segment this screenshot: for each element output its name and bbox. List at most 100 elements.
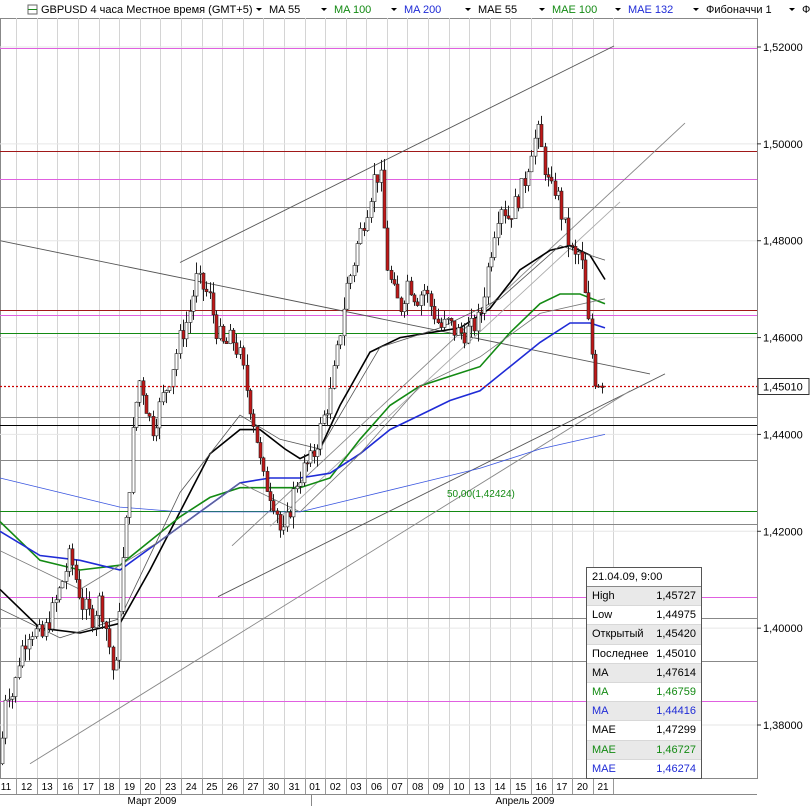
candle-up: [322, 414, 327, 424]
moving-average-mae-100: [0, 298, 606, 590]
x-tick-label: 16: [62, 782, 74, 793]
candle-down: [144, 394, 149, 414]
candle-down: [147, 413, 152, 417]
x-tick-label: 09: [433, 782, 445, 793]
candle-up: [533, 137, 538, 157]
candle-up: [131, 427, 136, 493]
trend-line: [29, 390, 631, 765]
candle-up: [469, 318, 474, 327]
indicator-label[interactable]: MAE 100: [552, 4, 597, 16]
candle-up: [188, 311, 193, 323]
candle-up: [137, 380, 142, 403]
x-tick-label: 13: [42, 782, 54, 793]
x-tick-label: 21: [597, 782, 609, 793]
indicator-label[interactable]: Фибона: [802, 4, 810, 16]
candle-up: [352, 265, 357, 277]
infobox-row-value: 1,47614: [656, 666, 696, 679]
candle-down: [265, 471, 270, 492]
candle-down: [74, 564, 79, 580]
candle-up: [492, 237, 497, 258]
candle-up: [97, 595, 102, 616]
triangle-down-icon[interactable]: [539, 8, 545, 11]
candle-up: [526, 171, 531, 186]
triangle-down-icon[interactable]: [693, 8, 699, 11]
x-tick-label: 18: [103, 782, 115, 793]
infobox-row-value: 1,46759: [656, 685, 696, 698]
candle-down: [385, 227, 390, 271]
candle-down: [415, 301, 420, 306]
infobox-row: Последнее 1,45010: [587, 645, 701, 664]
candle-up: [563, 217, 568, 220]
triangle-down-icon[interactable]: [256, 8, 262, 11]
indicator-label[interactable]: MA 200: [404, 4, 441, 16]
candle-up: [576, 251, 581, 255]
candle-down: [543, 146, 548, 175]
indicator-label[interactable]: MAE 132: [628, 4, 673, 16]
candle-up: [171, 369, 176, 388]
candle-down: [204, 288, 209, 293]
infobox-timestamp: 21.04.09, 9:00: [587, 568, 701, 587]
indicator-label[interactable]: MA 100: [334, 4, 371, 16]
candle-down: [412, 294, 417, 303]
infobox-row-label: MA: [592, 685, 609, 698]
triangle-down-icon[interactable]: [789, 8, 795, 11]
moving-average-ma-100: [0, 293, 606, 571]
candle-up: [17, 665, 22, 678]
candle-up: [0, 737, 5, 765]
candle-up: [54, 599, 59, 604]
candle-down: [47, 622, 52, 630]
candle-down: [258, 442, 263, 459]
candle-up: [167, 386, 172, 391]
candle-up: [456, 327, 461, 336]
infobox-row-value: 1,46274: [656, 762, 696, 775]
candle-down: [516, 196, 521, 209]
candle-down: [559, 190, 564, 220]
indicator-label[interactable]: MA 55: [269, 4, 300, 16]
infobox-row: Открытый 1,45420: [587, 625, 701, 645]
candle-down: [553, 180, 558, 196]
candle-up: [64, 571, 69, 582]
candle-up: [117, 611, 122, 661]
triangle-down-icon[interactable]: [615, 8, 621, 11]
month-label: Март 2009: [128, 796, 177, 806]
candle-down: [90, 608, 95, 629]
fibonacci-label: 50,00(1,42424): [447, 489, 515, 500]
candle-down: [546, 174, 551, 178]
y-tick-label: 1,44000: [763, 429, 803, 441]
candle-down: [40, 624, 45, 637]
data-window: 21.04.09, 9:00 High 1,45727 Low 1,44975 Откр…: [586, 567, 702, 779]
triangle-down-icon[interactable]: [465, 8, 471, 11]
infobox-row: High 1,45727: [587, 587, 701, 607]
candle-down: [104, 621, 109, 629]
candle-down: [586, 292, 591, 320]
x-tick-label: 30: [268, 782, 280, 793]
candle-up: [308, 450, 313, 464]
candle-down: [392, 279, 397, 285]
candle-up: [335, 344, 340, 366]
y-tick-label: 1,46000: [763, 333, 803, 345]
candle-up: [34, 628, 39, 637]
candle-down: [201, 272, 206, 290]
infobox-row-value: 1,45010: [656, 647, 696, 660]
candle-down: [275, 510, 280, 515]
candle-up: [486, 266, 491, 298]
x-tick-label: 26: [227, 782, 239, 793]
x-tick-label: 13: [474, 782, 486, 793]
infobox-row-value: 1,44416: [656, 705, 696, 718]
candle-down: [141, 380, 146, 396]
candle-up: [27, 639, 32, 650]
candle-down: [429, 293, 434, 307]
infobox-row: MAE 1,46727: [587, 740, 701, 760]
candle-up: [154, 427, 159, 437]
candle-down: [70, 548, 75, 566]
triangle-down-icon[interactable]: [321, 8, 327, 11]
infobox-row-value: 1,44975: [656, 609, 696, 622]
indicator-label[interactable]: MAE 55: [478, 4, 517, 16]
month-label: Апрель 2009: [496, 796, 555, 806]
triangle-down-icon[interactable]: [391, 8, 397, 11]
candle-down: [107, 628, 112, 648]
infobox-row-label: MA: [592, 705, 609, 718]
candle-down: [459, 327, 464, 334]
indicator-label[interactable]: Фибоначчи 1: [706, 4, 772, 16]
